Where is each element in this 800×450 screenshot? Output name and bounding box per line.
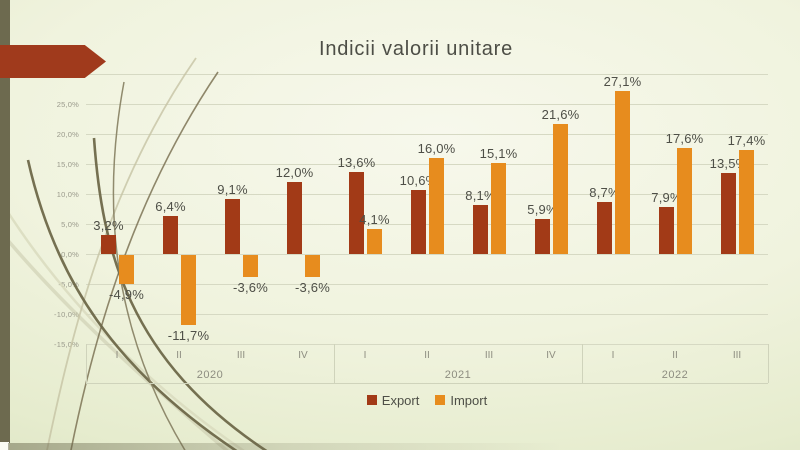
y-gridline: [86, 164, 768, 165]
bar-import-9: [615, 91, 630, 254]
chart-title: Indicii valorii unitare: [318, 38, 514, 60]
bar-label-export-8: 5,9%: [527, 201, 558, 217]
year-separator: [334, 344, 335, 383]
year-label: 2022: [661, 369, 689, 381]
bar-label-import-10: 17,6%: [665, 131, 704, 147]
bar-import-6: [429, 158, 444, 254]
bar-export-11: [721, 173, 736, 254]
bar-export-4: [287, 182, 302, 254]
year-separator: [582, 344, 583, 383]
bar-label-export-11: 13,5%: [709, 156, 748, 171]
chart-legend: Export Import: [86, 392, 768, 408]
bar-label-export-7: 8,1%: [465, 188, 496, 204]
bar-label-import-4: -3,6%: [295, 279, 330, 295]
bar-label-import-6: 16,0%: [417, 141, 456, 156]
quarter-label: I: [363, 350, 367, 361]
y-gridline: [86, 254, 768, 255]
quarter-label: IV: [546, 350, 556, 361]
y-gridline: [86, 194, 768, 195]
bar-import-4: [305, 255, 320, 277]
bar-label-export-6: 10,6%: [399, 173, 438, 189]
y-gridline: [86, 104, 768, 105]
quarter-label: II: [424, 350, 430, 361]
y-gridline: [86, 224, 768, 225]
y-gridline: [86, 74, 768, 75]
bar-import-10: [677, 148, 692, 254]
bar-export-8: [535, 218, 550, 254]
quarter-label: III: [732, 350, 742, 361]
legend-item-import: Import: [435, 393, 487, 408]
y-gridline: [86, 284, 768, 285]
bar-label-export-9: 8,7%: [589, 184, 620, 200]
quarter-label: III: [484, 350, 494, 361]
y-gridline: [86, 344, 768, 345]
bar-export-7: [473, 205, 488, 254]
bar-label-export-10: 7,9%: [651, 189, 682, 205]
bar-label-export-4: 12,0%: [275, 165, 314, 180]
bar-export-6: [411, 190, 426, 254]
bar-import-8: [553, 124, 568, 254]
quarter-label: II: [672, 350, 678, 361]
bar-label-import-8: 21,6%: [541, 107, 580, 123]
axis-bottom-line: [86, 383, 768, 384]
bar-import-5: [367, 229, 382, 254]
bar-import-11: [739, 149, 754, 254]
y-gridline: [86, 134, 768, 135]
legend-swatch-import-icon: [435, 395, 446, 405]
bar-label-import-11: 17,4%: [727, 132, 766, 148]
y-gridline: [86, 314, 768, 315]
bar-export-9: [597, 201, 612, 254]
title-arrow-icon: [0, 45, 106, 78]
year-label: 2021: [444, 369, 472, 381]
bar-label-import-7: 15,1%: [479, 146, 518, 162]
bar-label-export-5: 13,6%: [337, 155, 376, 171]
legend-item-export: Export: [366, 392, 420, 408]
quarter-label: IV: [298, 350, 308, 361]
legend-label-export: Export: [381, 392, 420, 408]
bar-label-import-9: 27,1%: [603, 74, 642, 90]
quarter-label: I: [611, 350, 615, 361]
bottom-edge-shade: [8, 443, 800, 450]
bar-import-7: [491, 163, 506, 254]
legend-swatch-export-icon: [366, 395, 377, 405]
bar-label-import-5: 4,1%: [359, 212, 390, 228]
axis-edge-right: [768, 344, 769, 383]
bar-export-10: [659, 206, 674, 254]
bar-export-5: [349, 172, 364, 254]
legend-label-import: Import: [450, 392, 488, 408]
